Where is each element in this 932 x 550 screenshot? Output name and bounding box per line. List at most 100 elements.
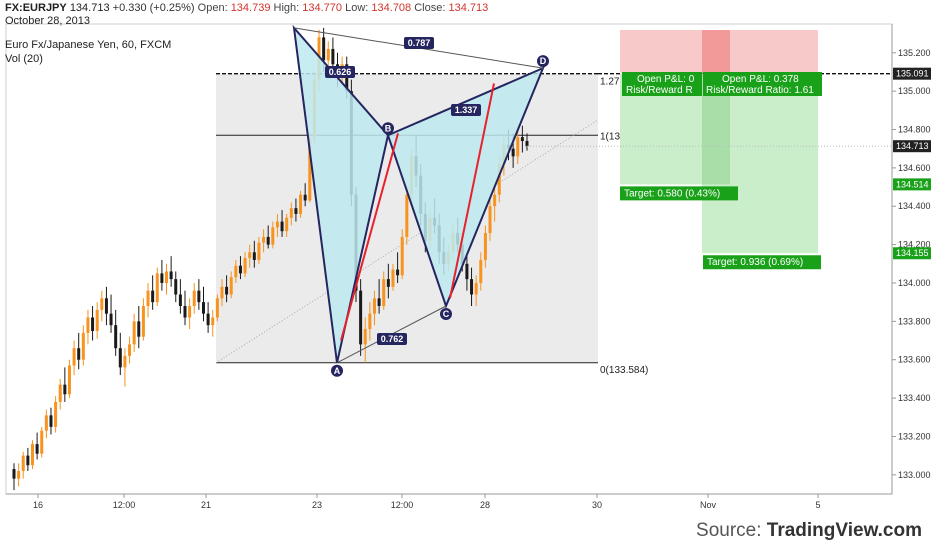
candle-body-7 bbox=[44, 415, 48, 431]
candle-body-0 bbox=[12, 469, 16, 479]
candle-body-60 bbox=[289, 208, 293, 218]
position-1-risk-reward: Risk/Reward R bbox=[626, 85, 693, 96]
candle-body-77 bbox=[368, 313, 372, 330]
candle-body-83 bbox=[396, 269, 400, 276]
candle-body-55 bbox=[266, 236, 270, 245]
red-line-ab bbox=[340, 133, 399, 341]
open-value: 134.739 bbox=[230, 2, 271, 14]
high-value: 134.770 bbox=[302, 2, 343, 14]
x-tick-label-5: 28 bbox=[480, 500, 490, 510]
candle-body-64 bbox=[308, 139, 312, 201]
candle-body-63 bbox=[303, 194, 307, 201]
ratio-label-2: 1.337 bbox=[455, 105, 478, 115]
candle-body-43 bbox=[211, 317, 215, 326]
candle-body-104 bbox=[493, 194, 497, 207]
candle-body-2 bbox=[21, 455, 25, 471]
y-tick-label-3: 134.600 bbox=[898, 163, 931, 173]
red-line-cd bbox=[449, 83, 495, 299]
candle-body-76 bbox=[363, 329, 367, 345]
dotted-trend-line bbox=[215, 119, 599, 364]
position-2-risk-reward: Risk/Reward Ratio: 1.61 bbox=[706, 85, 814, 96]
candle-body-11 bbox=[63, 384, 67, 395]
candle-body-24 bbox=[123, 355, 127, 368]
x-tick-label-6: 30 bbox=[592, 500, 602, 510]
price-change: +0.330 (+0.25%) bbox=[112, 2, 195, 14]
candle-body-5 bbox=[35, 444, 39, 454]
x-tick-label-1: 12:00 bbox=[113, 500, 136, 510]
candle-body-31 bbox=[155, 273, 159, 303]
candle-body-67 bbox=[322, 37, 326, 61]
y-tick-label-11: 133.000 bbox=[898, 470, 931, 480]
ratio-badge-2 bbox=[451, 104, 481, 116]
high-label: High: bbox=[273, 2, 300, 14]
candle-body-9 bbox=[54, 401, 58, 427]
candle-body-75 bbox=[359, 290, 363, 345]
candle-body-14 bbox=[77, 348, 81, 360]
candle-body-10 bbox=[58, 384, 62, 402]
pattern-point-c-marker bbox=[440, 308, 452, 320]
candle-body-39 bbox=[192, 290, 196, 306]
close-value: 134.713 bbox=[448, 2, 489, 14]
candle-body-15 bbox=[81, 332, 85, 360]
candle-body-25 bbox=[128, 344, 132, 356]
candle-body-3 bbox=[26, 455, 30, 466]
ratio-label-3: 0.762 bbox=[381, 334, 404, 344]
symbol-name: FX:EURJPY bbox=[5, 2, 67, 14]
candle-body-12 bbox=[67, 365, 71, 395]
x-tick-label-3: 23 bbox=[312, 500, 322, 510]
candle-body-37 bbox=[183, 306, 187, 318]
candle-body-40 bbox=[197, 290, 201, 303]
candle-body-100 bbox=[474, 282, 478, 295]
candle-body-18 bbox=[95, 309, 99, 331]
x-tick-label-0: 16 bbox=[33, 500, 43, 510]
y-tick-label-1: 135.000 bbox=[898, 86, 931, 96]
pattern-triangle-xab bbox=[292, 24, 390, 364]
candle-body-54 bbox=[262, 236, 266, 243]
candle-body-81 bbox=[386, 279, 390, 287]
y-tick-label-0: 135.200 bbox=[898, 48, 931, 58]
x-tick-label-4: 12:00 bbox=[391, 500, 414, 510]
candle-body-1 bbox=[17, 470, 21, 479]
candle-body-41 bbox=[201, 302, 205, 314]
candle-body-49 bbox=[238, 265, 242, 274]
candle-body-111 bbox=[525, 141, 529, 147]
candle-body-4 bbox=[30, 444, 34, 466]
position-2-info-box bbox=[703, 72, 822, 96]
volume-label: Vol (20) bbox=[5, 53, 43, 65]
price-tag-3 bbox=[893, 247, 931, 260]
source-credit: Source: TradingView.com bbox=[696, 520, 922, 542]
candle-body-36 bbox=[178, 294, 182, 306]
candle-body-17 bbox=[91, 317, 95, 331]
source-prefix: Source: bbox=[696, 520, 767, 541]
candle-body-99 bbox=[470, 279, 474, 295]
symbol-header: FX:EURJPY 134.713 +0.330 (+0.25%) Open: … bbox=[5, 2, 488, 14]
fib-level-127-label: 1.27 bbox=[600, 77, 620, 88]
x-tick-label-7: Nov bbox=[700, 500, 717, 510]
candle-body-51 bbox=[248, 252, 252, 259]
x-tick-label-2: 21 bbox=[201, 500, 211, 510]
low-label: Low: bbox=[345, 2, 369, 14]
price-tag-0 bbox=[893, 67, 931, 80]
candle-body-68 bbox=[326, 48, 330, 61]
candle-body-82 bbox=[391, 269, 395, 287]
candle-body-102 bbox=[483, 233, 487, 260]
ratio-label-1: 0.787 bbox=[408, 38, 431, 48]
candle-body-44 bbox=[215, 298, 219, 318]
candle-body-47 bbox=[229, 277, 233, 295]
candle-body-59 bbox=[285, 217, 289, 232]
close-label: Close: bbox=[414, 2, 446, 14]
price-tag-label-0: 135.091 bbox=[896, 69, 929, 79]
x-tick-label-8: 5 bbox=[815, 500, 820, 510]
position-2-target-box bbox=[703, 255, 821, 270]
candle-body-30 bbox=[151, 290, 155, 303]
candle-body-105 bbox=[497, 164, 501, 195]
y-tick-label-8: 133.600 bbox=[898, 355, 931, 365]
candle-body-45 bbox=[220, 286, 224, 299]
candle-body-85 bbox=[405, 194, 409, 237]
ratio-badge-1 bbox=[404, 37, 434, 49]
position-2-open-pl: Open P&L: 0.378 bbox=[722, 74, 799, 85]
pattern-point-a-label: A bbox=[334, 366, 341, 376]
stop-loss-overlap bbox=[702, 30, 730, 73]
candle-body-8 bbox=[49, 415, 53, 427]
